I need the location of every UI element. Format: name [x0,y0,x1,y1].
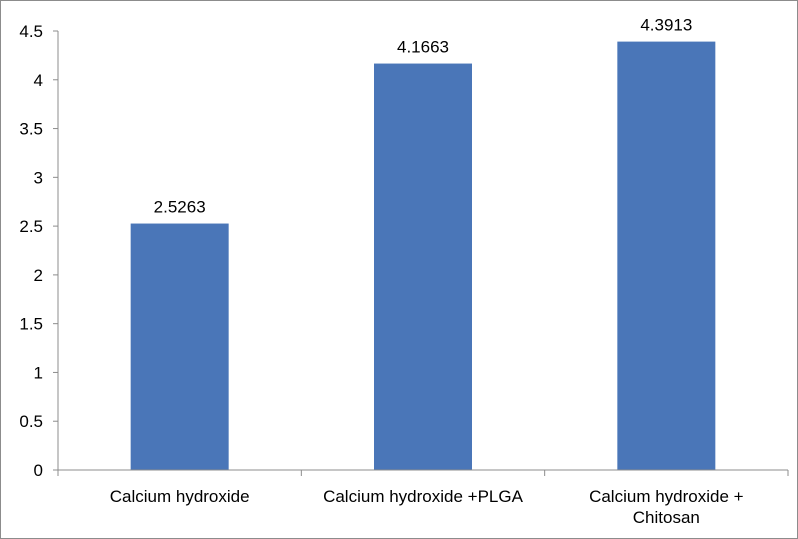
data-labels: 2.5263 4.1663 4.3913 [154,16,693,217]
y-tick-label: 1 [34,363,43,382]
bar [617,41,716,471]
y-tick-label: 4 [34,71,43,90]
bar-value-label: 2.5263 [154,198,206,217]
x-axis: Calcium hydroxide Calcium hydroxide +PLGA… [57,469,789,527]
bar-value-label: 4.1663 [397,38,449,57]
x-category-label: Chitosan [633,508,700,527]
y-tick-label: 2 [34,266,43,285]
x-category-label: Calcium hydroxide [110,487,250,506]
y-tick-label: 4.5 [19,22,43,41]
y-tick-label: 1.5 [19,315,43,334]
bars [130,41,716,471]
x-category-label: Calcium hydroxide +PLGA [323,487,524,506]
y-tick-label: 2.5 [19,217,43,236]
y-tick-label: 3.5 [19,120,43,139]
bar [374,63,472,470]
y-axis: 0 0.5 1 1.5 2 2.5 3 3.5 4 4.5 [19,22,59,480]
y-tick-label: 0.5 [19,412,43,431]
y-tick-label: 0 [34,461,43,480]
bar-value-label: 4.3913 [640,16,692,35]
y-tick-label: 3 [34,168,43,187]
bar [130,223,229,470]
x-category-label: Calcium hydroxide + [589,487,744,506]
